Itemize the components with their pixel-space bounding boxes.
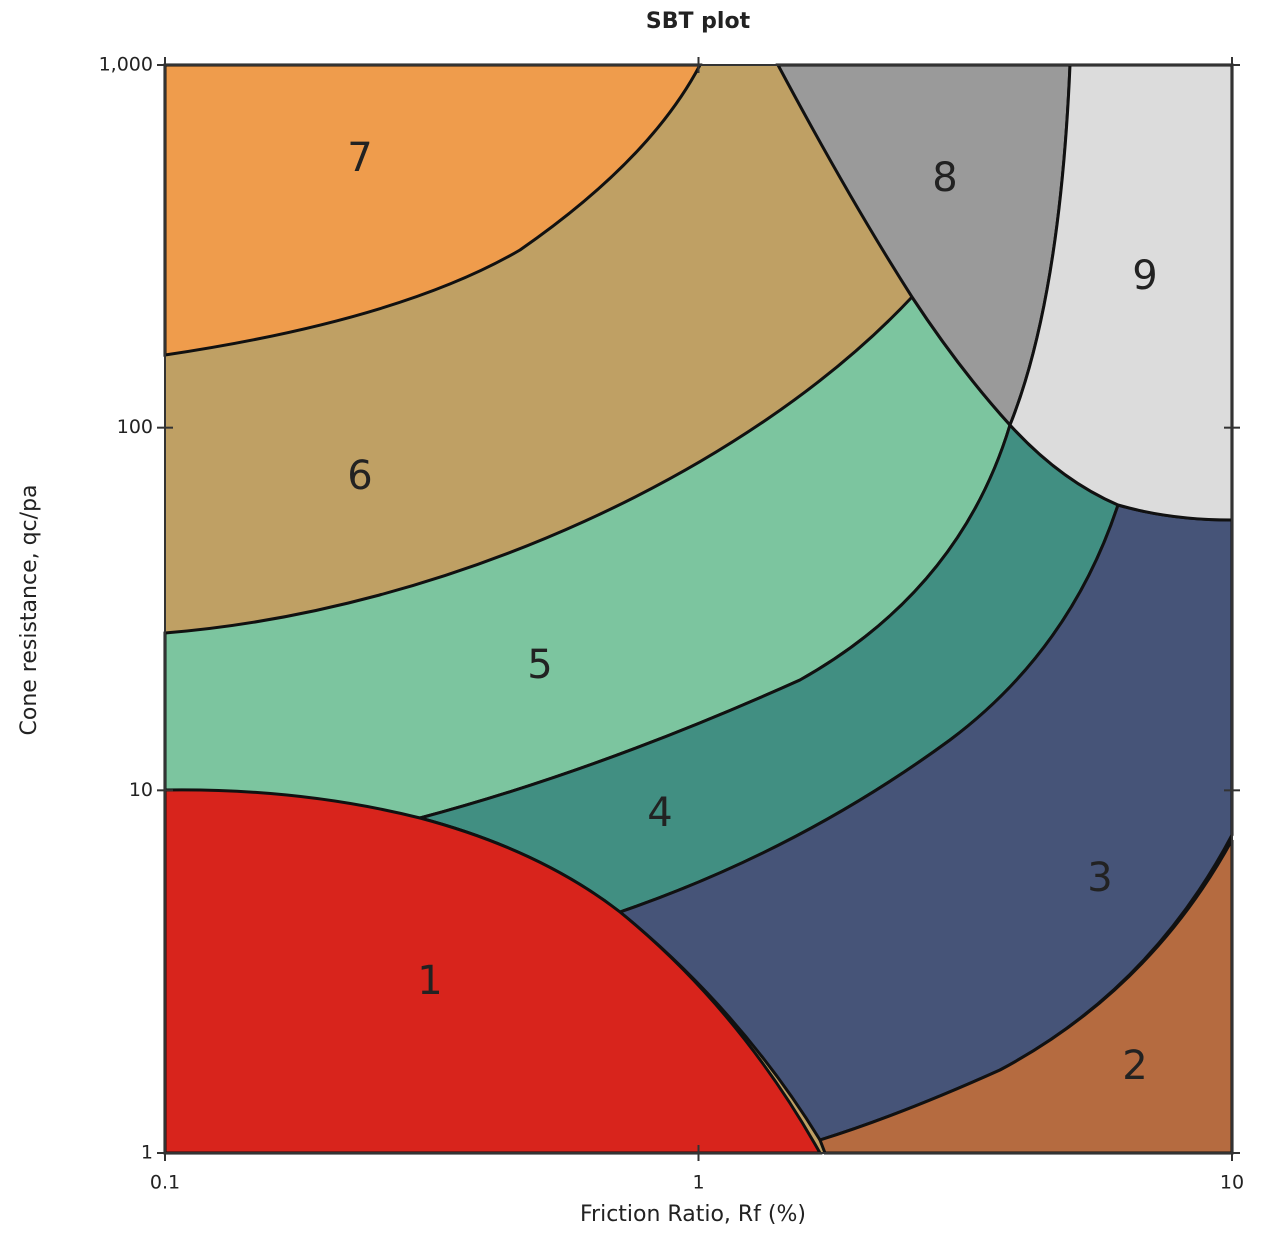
y-axis-label: Cone resistance, qc/pa bbox=[17, 484, 42, 735]
zone-1-area bbox=[163, 788, 823, 1155]
zone-9-area bbox=[1008, 63, 1234, 522]
zone-7-area bbox=[163, 63, 703, 357]
zone-label: 8 bbox=[932, 155, 957, 201]
y-tick-label: 1,000 bbox=[99, 54, 153, 76]
x-axis-label: Friction Ratio, Rf (%) bbox=[580, 1202, 806, 1227]
zone-2-area bbox=[818, 839, 1234, 1155]
zone-label: 6 bbox=[347, 453, 372, 499]
zone-label: 4 bbox=[647, 790, 672, 836]
zone-label: 1 bbox=[417, 958, 442, 1004]
y-tick-label: 10 bbox=[129, 779, 153, 801]
x-tick-label: 1 bbox=[692, 1172, 704, 1194]
zones bbox=[163, 63, 1234, 1155]
zone-label: 5 bbox=[527, 642, 552, 688]
zone-label: 2 bbox=[1122, 1043, 1147, 1089]
zone-label: 7 bbox=[347, 135, 372, 181]
chart-title: SBT plot bbox=[646, 9, 751, 34]
zone-label: 3 bbox=[1087, 855, 1112, 901]
x-tick-label: 10 bbox=[1220, 1172, 1244, 1194]
zone-label: 9 bbox=[1132, 253, 1157, 299]
y-tick-label: 1 bbox=[141, 1142, 153, 1164]
y-tick-label: 100 bbox=[117, 416, 153, 438]
x-tick-label: 0.1 bbox=[150, 1172, 180, 1194]
